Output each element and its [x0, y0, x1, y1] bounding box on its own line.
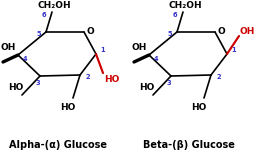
Text: HO: HO [60, 103, 76, 112]
Text: O: O [217, 26, 225, 35]
Text: 1: 1 [101, 47, 105, 53]
Text: CH₂OH: CH₂OH [37, 0, 71, 9]
Text: CH₂OH: CH₂OH [168, 0, 202, 9]
Text: Beta-(β) Glucose: Beta-(β) Glucose [143, 140, 235, 150]
Text: HO: HO [8, 82, 24, 91]
Text: 6: 6 [173, 12, 177, 18]
Text: OH: OH [239, 28, 255, 37]
Text: 1: 1 [232, 47, 236, 53]
Text: 4: 4 [23, 56, 27, 62]
Text: 4: 4 [154, 56, 158, 62]
Text: OH: OH [131, 43, 147, 52]
Text: 2: 2 [86, 74, 90, 80]
Text: 5: 5 [168, 31, 172, 37]
Text: O: O [86, 26, 94, 35]
Text: HO: HO [139, 82, 155, 91]
Text: 5: 5 [37, 31, 41, 37]
Text: Alpha-(α) Glucose: Alpha-(α) Glucose [9, 140, 107, 150]
Text: 2: 2 [217, 74, 221, 80]
Text: 6: 6 [42, 12, 46, 18]
Text: HO: HO [191, 103, 207, 112]
Text: OH: OH [0, 43, 16, 52]
Text: HO: HO [104, 75, 120, 84]
Text: 3: 3 [167, 80, 171, 86]
Text: 3: 3 [36, 80, 40, 86]
